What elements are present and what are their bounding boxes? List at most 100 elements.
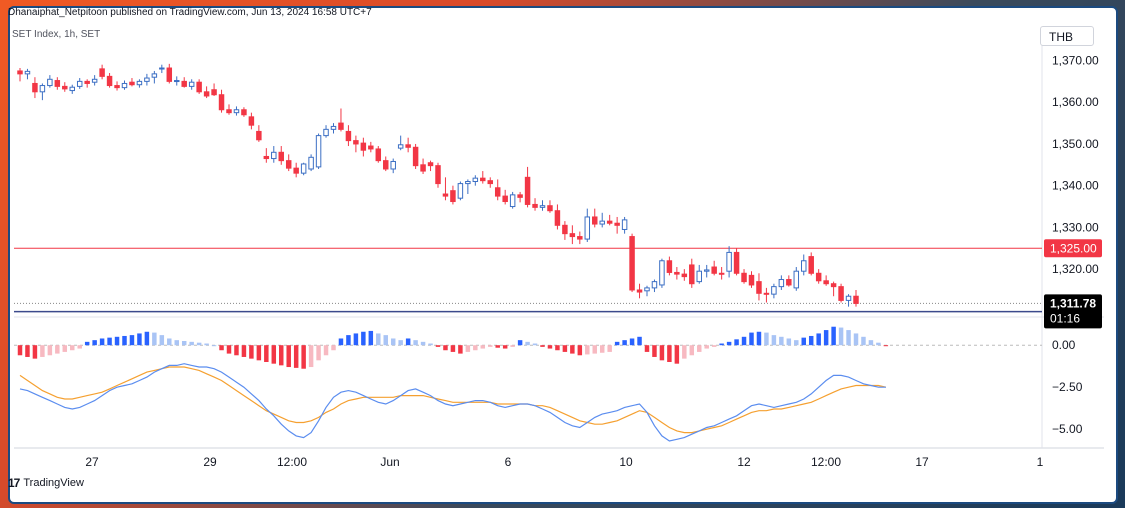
- candle-body: [748, 274, 755, 286]
- candle-body: [338, 122, 344, 130]
- candle-body: [517, 194, 523, 198]
- macd-histogram-bar: [704, 345, 709, 349]
- macd-histogram-bar: [652, 345, 657, 357]
- macd-histogram-bar: [234, 345, 239, 356]
- macd-histogram-bar: [614, 341, 620, 346]
- macd-histogram-bar: [838, 327, 844, 346]
- candle-body: [121, 82, 128, 89]
- price-tick-label: 1,370.00: [1052, 54, 1099, 68]
- candle-body: [151, 73, 158, 78]
- candle-body: [584, 216, 591, 240]
- candle-body: [129, 81, 135, 86]
- candle-body: [32, 82, 38, 93]
- last-price-badge: [1044, 294, 1102, 329]
- macd-histogram-bar: [450, 345, 456, 352]
- macd-histogram-bar: [55, 345, 60, 354]
- candle-body: [801, 260, 807, 272]
- macd-histogram-bar: [47, 345, 53, 356]
- macd-histogram-bar: [465, 345, 471, 352]
- candle-body: [703, 269, 710, 272]
- candle-body: [390, 160, 396, 170]
- macd-histogram-bar: [555, 345, 560, 351]
- countdown-label: 01:16: [1050, 311, 1080, 325]
- candle-body: [368, 145, 374, 150]
- macd-histogram-bar: [152, 332, 157, 346]
- macd-histogram-bar: [17, 345, 23, 356]
- candle-body: [271, 151, 277, 160]
- macd-histogram-bar: [92, 340, 97, 346]
- candle-body: [196, 81, 202, 93]
- candle-body: [853, 295, 859, 304]
- candle-body: [300, 163, 307, 174]
- candle-body: [718, 272, 725, 275]
- symbol-label[interactable]: SET Index, 1h, SET: [12, 29, 101, 40]
- time-tick-label: 1: [1037, 455, 1044, 469]
- candle-body: [226, 109, 232, 114]
- macd-histogram-bar: [77, 345, 82, 349]
- candle-body: [778, 279, 785, 288]
- price-tick-label: 1,360.00: [1052, 95, 1099, 109]
- candle-body: [696, 270, 702, 283]
- candle-body: [674, 271, 680, 275]
- publish-header: Dhanaiphat_Netpitoon published on Tradin…: [8, 7, 372, 18]
- candle-body: [480, 177, 486, 182]
- candle-body: [741, 272, 747, 283]
- macd-histogram-bar: [868, 340, 874, 346]
- candle-body: [614, 222, 620, 226]
- candle-body: [756, 281, 762, 294]
- macd-histogram-bar: [301, 345, 306, 369]
- candle-body: [733, 251, 740, 274]
- macd-histogram-bar: [458, 345, 463, 354]
- macd-histogram-bar: [114, 336, 120, 346]
- macd-histogram-bar: [480, 345, 486, 349]
- macd-histogram-bar: [196, 342, 202, 346]
- macd-histogram-bar: [607, 345, 612, 352]
- macd-histogram-bar: [517, 340, 523, 346]
- macd-histogram-bar: [779, 336, 784, 346]
- candle-body: [711, 266, 717, 274]
- time-tick-label: 10: [619, 455, 633, 469]
- macd-histogram-bar: [846, 330, 851, 346]
- candle-body: [823, 280, 829, 285]
- candle-body: [166, 67, 173, 82]
- last-price-label: 1,311.78: [1050, 296, 1096, 310]
- macd-histogram-bar: [40, 345, 45, 357]
- time-tick-label: 29: [203, 455, 217, 469]
- candle-body: [54, 80, 61, 87]
- currency-button[interactable]: THB: [1040, 26, 1094, 46]
- candle-body: [509, 194, 516, 208]
- macd-histogram-bar: [398, 340, 403, 346]
- candle-body: [278, 151, 284, 162]
- macd-histogram-bar: [122, 335, 127, 346]
- candle-body: [606, 220, 613, 224]
- macd-histogram-bar: [271, 345, 277, 364]
- candle-body: [39, 85, 46, 93]
- candle-body: [636, 289, 643, 293]
- candle-body: [494, 187, 501, 197]
- macd-line: [19, 363, 886, 442]
- candle-body: [69, 86, 75, 92]
- macd-histogram-bar: [502, 345, 508, 349]
- macd-histogram-bar: [547, 345, 553, 349]
- macd-histogram-bar: [286, 345, 291, 368]
- macd-histogram-bar: [629, 338, 635, 346]
- candle-body: [397, 144, 404, 149]
- candle-body: [442, 193, 449, 197]
- macd-histogram-bar: [346, 335, 351, 346]
- candle-body: [524, 176, 531, 205]
- macd-histogram-bar: [495, 345, 500, 348]
- candle-body: [308, 156, 314, 170]
- candle-body: [375, 148, 382, 162]
- tradingview-logo[interactable]: 17 TradingView: [8, 476, 84, 490]
- candle-body: [84, 80, 90, 84]
- macd-histogram-bar: [137, 333, 142, 346]
- macd-histogram-bar: [570, 345, 575, 354]
- candle-body: [203, 91, 210, 97]
- macd-histogram-bar: [331, 345, 336, 351]
- candle-body: [315, 135, 322, 168]
- macd-histogram-bar: [734, 339, 739, 346]
- macd-histogram-bar: [562, 345, 568, 352]
- candle-body: [136, 80, 143, 86]
- macd-histogram-bar: [585, 345, 590, 355]
